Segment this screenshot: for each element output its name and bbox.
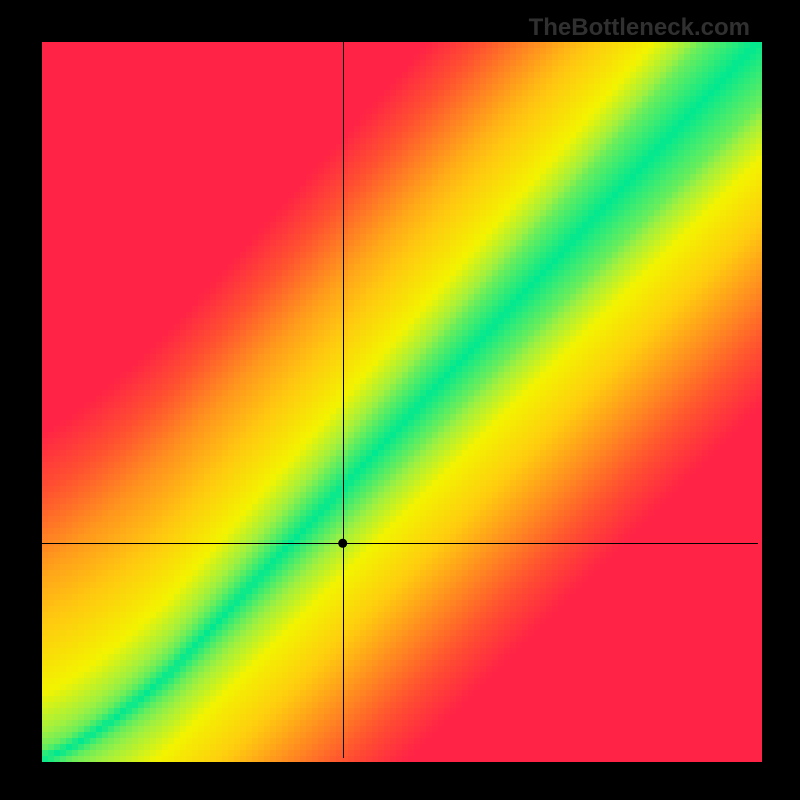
bottleneck-heatmap bbox=[0, 0, 800, 800]
watermark-text: TheBottleneck.com bbox=[529, 14, 750, 42]
chart-container: TheBottleneck.com bbox=[0, 0, 800, 800]
